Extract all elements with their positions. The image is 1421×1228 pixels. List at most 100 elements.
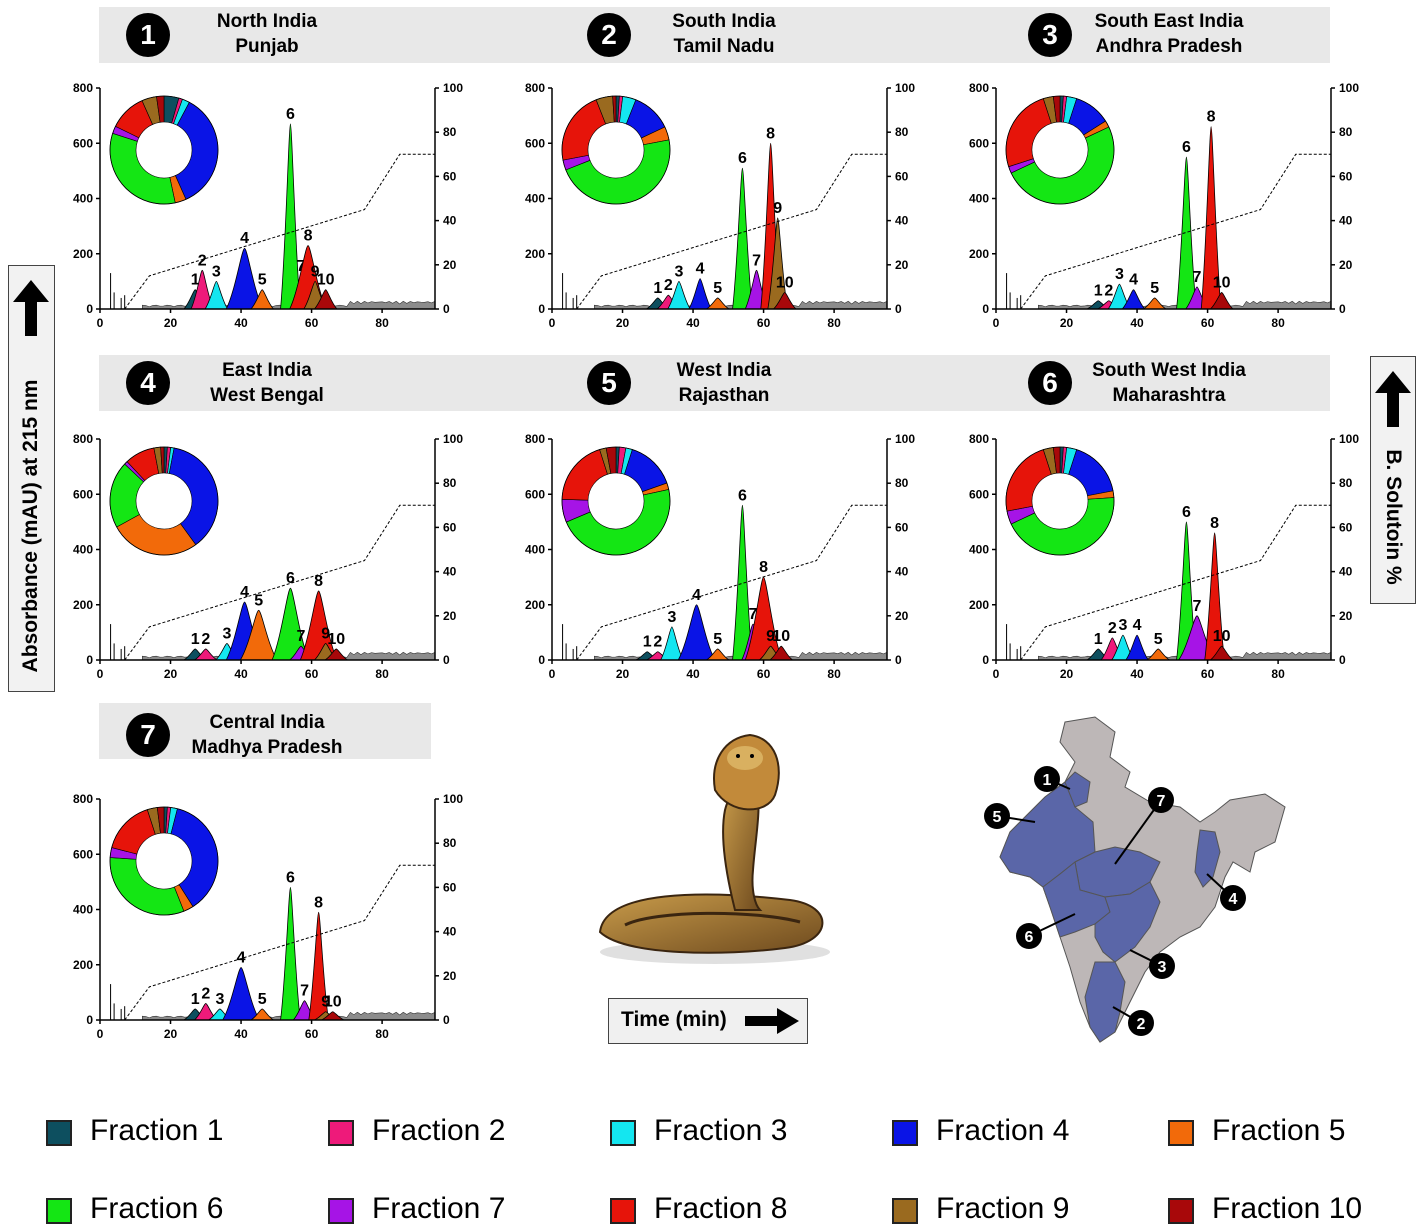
y-tick-label: 600 [525,487,545,501]
gradient-line [124,153,435,310]
y-tick-label: 400 [73,543,93,557]
y2-tick-label: 0 [443,302,450,316]
region-title-5: West India Rajasthan [604,358,844,408]
region-title-line1: South West India [1092,360,1246,381]
region-title-4: East India West Bengal [147,358,387,408]
region-title-line1: South East India [1094,11,1244,32]
x-tick-label: 60 [305,316,319,330]
donut-slice-8 [1005,98,1052,168]
map-marker-label: 5 [993,809,1002,826]
legend-swatch [328,1198,354,1224]
peak-4 [677,604,716,661]
y2-tick-label: 80 [1339,125,1353,139]
y2-tick-label: 0 [895,302,902,316]
y-tick-label: 800 [969,432,989,446]
y2-tick-label: 20 [443,609,457,623]
x-tick-label: 80 [375,667,389,681]
y2-tick-label: 0 [895,653,902,667]
peak-label: 1 [1094,631,1103,648]
y2-tick-label: 100 [895,81,915,95]
map-marker-label: 1 [1043,772,1052,789]
map-marker [1128,1010,1154,1036]
peak-label: 9 [773,200,782,217]
peak-label: 9 [311,263,320,280]
y-tick-label: 400 [73,192,93,206]
peak-label: 1 [643,634,652,651]
region-title-line2: Punjab [235,36,299,57]
donut-slice-8 [561,99,607,161]
peak-6 [732,167,753,310]
y-tick-label: 0 [538,302,545,316]
map-marker [984,803,1010,829]
peak-label: 7 [749,606,758,623]
peak-label: 10 [772,628,790,645]
peak-label: 7 [297,628,306,645]
y2-tick-label: 80 [443,476,457,490]
legend-swatch [892,1198,918,1224]
region-title-line2: Tamil Nadu [673,36,775,57]
y-tick-label: 200 [525,247,545,261]
peak-label: 5 [258,991,267,1008]
peak-2 [193,648,219,661]
peak-10 [313,289,338,310]
y-tick-label: 800 [73,792,93,806]
legend-label: Fraction 2 [372,1114,506,1147]
peak-label: 2 [198,252,207,269]
y2-tick-label: 0 [1339,302,1346,316]
donut-slice-6 [109,132,176,205]
region-title-2: South India Tamil Nadu [604,9,844,59]
peak-label: 5 [1150,280,1159,297]
peak-label: 7 [1193,598,1202,615]
peak-label: 10 [1213,274,1231,291]
donut-outline [561,446,671,556]
peak-label: 4 [240,584,249,601]
x-tick-label: 0 [993,316,1000,330]
y2-tick-label: 60 [1339,520,1353,534]
x-tick-label: 80 [1271,667,1285,681]
peak-label: 6 [1182,139,1191,156]
y-tick-label: 800 [73,432,93,446]
y2-tick-label: 80 [895,125,909,139]
x-tick-label: 0 [97,667,104,681]
peak-10 [768,645,794,661]
peak-label: 6 [1182,504,1191,521]
peak-4 [222,967,261,1021]
y-tick-label: 600 [73,136,93,150]
y2-tick-label: 100 [443,792,463,806]
y2-tick-label: 20 [443,258,457,272]
peak-4 [1124,634,1150,661]
legend-swatch [610,1120,636,1146]
peak-label: 6 [286,106,295,123]
peak-4 [688,278,713,310]
peak-label: 4 [1133,617,1142,634]
map-marker [1220,885,1246,911]
arrow-up-icon [13,280,49,336]
x-tick-label: 60 [1201,667,1215,681]
y2-tick-label: 40 [443,214,457,228]
y-tick-label: 200 [73,958,93,972]
peak-8 [1204,532,1225,661]
y-tick-label: 800 [525,432,545,446]
donut-slice-8 [1005,449,1052,512]
x-tick-label: 0 [97,1027,104,1041]
peak-10 [321,1011,345,1021]
map-region-2 [1084,961,1126,1043]
peak-label: 9 [321,625,330,642]
arrow-right-icon [745,1008,799,1034]
y2-axis-label: B. Solutoin % [1382,449,1405,585]
x-tick-label: 40 [1130,316,1144,330]
y-tick-label: 0 [86,302,93,316]
x-tick-label: 40 [686,667,700,681]
peak-8 [1200,126,1222,310]
region-header-4 [99,355,1330,411]
peak-label: 2 [201,985,210,1002]
gradient-line [124,864,435,1021]
y2-tick-label: 40 [443,925,457,939]
peak-8 [308,911,329,1021]
y-tick-label: 200 [969,598,989,612]
peak-label: 2 [1104,283,1113,300]
gradient-line [576,153,887,310]
legend-swatch [328,1120,354,1146]
peak-label: 5 [713,631,722,648]
